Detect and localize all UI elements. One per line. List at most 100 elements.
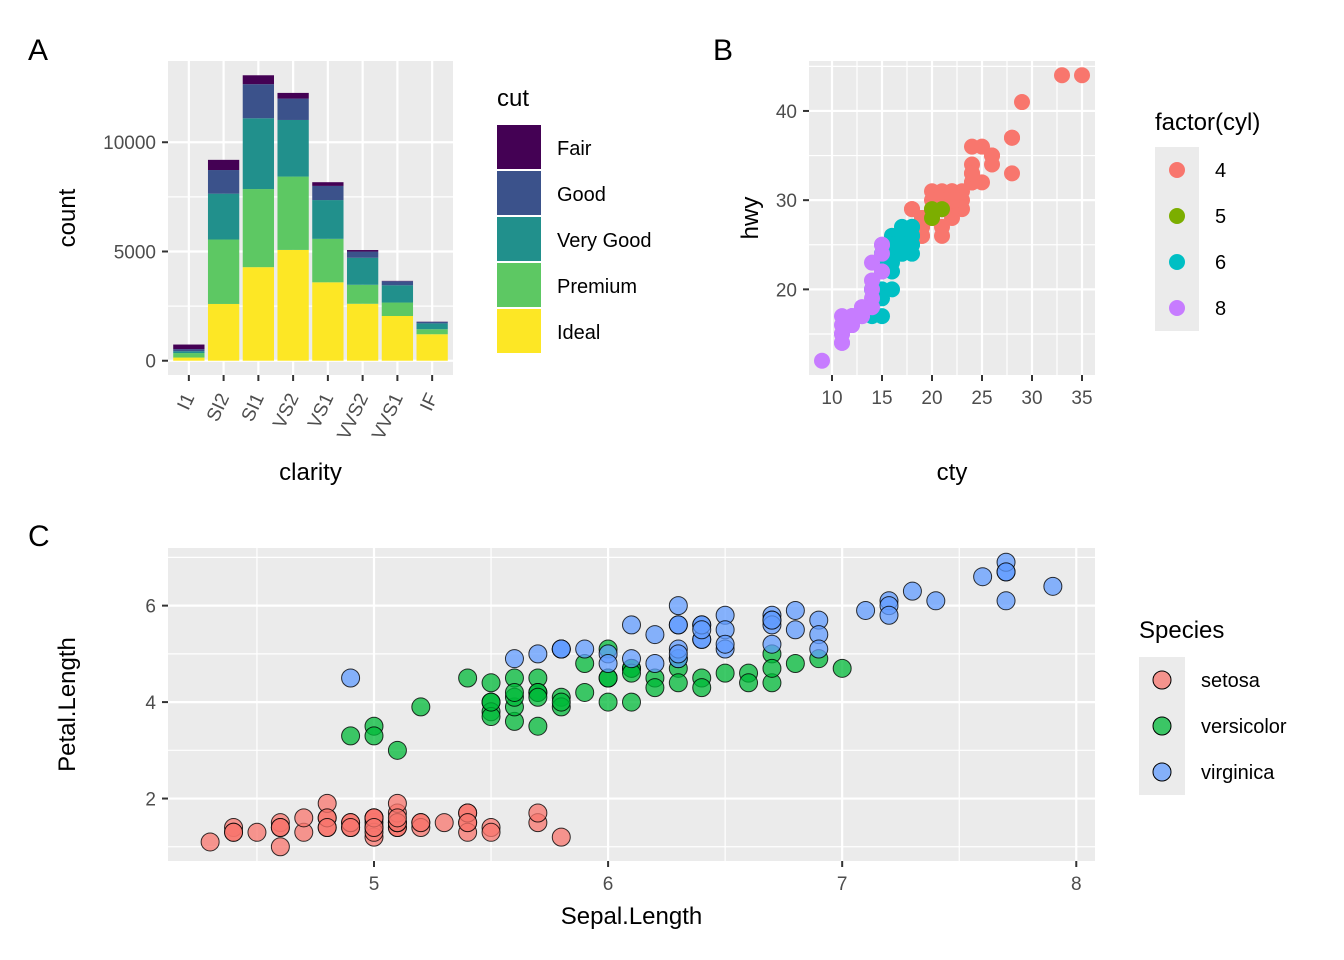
panel-c-x-axis-title: Sepal.Length [561,903,702,930]
panel-b-y-tick-label: 30 [776,191,797,212]
data-point [996,562,1016,582]
panel-a-legend-label: Premium [557,276,637,298]
data-point [964,165,980,182]
data-point [879,605,899,625]
data-point [1043,576,1063,596]
data-point [645,678,665,698]
panel-b-x-tick-label: 35 [1071,388,1092,409]
data-point [411,813,431,833]
data-point [341,668,361,688]
bar-segment [346,250,379,252]
bar-segment [277,92,309,99]
panel-a-x-tick-label: VVS1 [368,390,408,443]
bar-segment [346,284,379,304]
bar-segment [346,257,379,285]
data-point [200,832,220,852]
data-point [434,813,454,833]
data-point [270,837,290,857]
bar-segment [207,239,240,304]
panel-a-x-tick-label: I1 [174,390,200,413]
data-point [481,692,501,712]
data-point [884,281,900,298]
panel-a-x-tick-label: SI1 [238,390,269,425]
data-point [458,668,478,688]
bar-segment [207,193,240,240]
data-point [1004,165,1020,182]
data-point [864,272,880,289]
data-point [575,639,595,659]
bar-segment [207,170,240,194]
data-point [294,808,314,828]
panel-c-legend-key [1152,670,1172,690]
data-point [668,596,688,616]
panel-c-legend-key [1152,762,1172,782]
data-point [551,827,571,847]
panel-b-x-tick-label: 10 [821,388,842,409]
data-point [270,817,290,837]
panel-c-legend-label: versicolor [1201,716,1287,738]
panel-b-legend-key [1169,208,1185,224]
panel-c-y-tick-label: 2 [145,790,156,811]
bar-segment [173,349,205,352]
bar-segment [242,267,275,361]
panel-b-y-tick-label: 40 [776,102,797,123]
data-point [785,654,805,674]
panel-c-x-tick-label: 7 [837,874,848,895]
data-point [926,591,946,611]
panel-b-legend-key [1169,254,1185,270]
data-point [341,817,361,837]
data-point [504,649,524,669]
panel-a-legend-label: Ideal [557,322,600,344]
bar-segment [173,357,205,361]
data-point [715,634,735,654]
panel-a-legend-title: cut [497,85,529,112]
data-point [996,591,1016,611]
panel-a-legend-key [497,171,541,215]
data-point [762,634,782,654]
data-point [645,654,665,674]
bar-segment [242,84,275,119]
panel-a-x-tick-label: IF [417,390,443,414]
panel-c-scatter-plot: 5 6 7 8 2 4 6 Sepal.Length Petal.Length Species se… [54,548,1287,930]
panel-a-x-tick-label: VS1 [304,390,338,431]
bar-segment [173,351,205,354]
data-point [575,682,595,702]
panel-b-legend-label: 5 [1215,206,1226,228]
panel-b-x-tick-label: 20 [921,388,942,409]
panel-a-y-axis-title: count [54,188,81,247]
bar-segment [277,249,309,361]
panel-b-x-tick-label: 25 [971,388,992,409]
data-point [832,658,852,678]
bar-segment [277,119,309,177]
data-point [856,600,876,620]
bar-segment [416,321,448,324]
data-point [984,156,1000,173]
panel-a-legend-key [497,217,541,261]
data-point [341,726,361,746]
data-point [874,236,890,253]
panel-b-legend-label: 6 [1215,252,1226,274]
data-point [1014,94,1030,111]
data-point [598,692,618,712]
data-point [904,227,920,244]
bar-segment [312,238,344,283]
data-point [364,726,384,746]
data-point [894,245,910,262]
bar-segment [277,98,309,120]
data-point [528,803,548,823]
data-point [834,308,850,325]
bar-segment [416,323,448,330]
data-point [715,663,735,683]
panel-b-y-tick-label: 20 [776,280,797,301]
data-point [528,687,548,707]
panel-b-legend-title: factor(cyl) [1155,109,1260,136]
data-point [551,692,571,712]
panel-a-y-tick-label: 10000 [103,133,156,154]
data-point [481,822,501,842]
bar-segment [416,329,448,335]
panel-c-x-tick-label: 6 [603,874,614,895]
data-point [622,649,641,669]
bar-segment [242,189,275,268]
data-point [974,138,990,155]
data-point [458,813,478,833]
